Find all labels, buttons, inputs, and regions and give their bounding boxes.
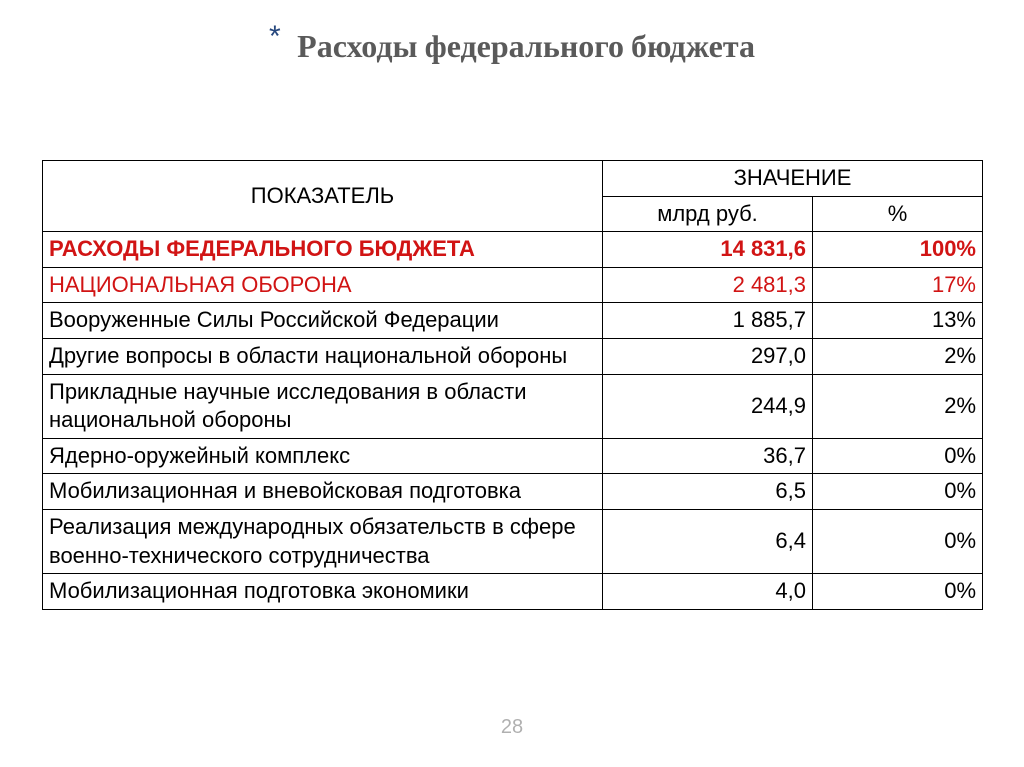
table-row: Мобилизационная подготовка экономики 4,0… — [43, 574, 983, 610]
table-row: Реализация международных обязательств в … — [43, 509, 983, 573]
cell-bln: 244,9 — [603, 374, 813, 438]
cell-bln: 297,0 — [603, 338, 813, 374]
cell-pct: 0% — [813, 574, 983, 610]
cell-label: Ядерно-оружейный комплекс — [43, 438, 603, 474]
cell-bln: 6,5 — [603, 474, 813, 510]
cell-label: Реализация международных обязательств в … — [43, 509, 603, 573]
cell-label: Другие вопросы в области национальной об… — [43, 338, 603, 374]
cell-label: НАЦИОНАЛЬНАЯ ОБОРОНА — [43, 267, 603, 303]
cell-bln: 1 885,7 — [603, 303, 813, 339]
header-bln: млрд руб. — [603, 196, 813, 232]
cell-pct: 0% — [813, 509, 983, 573]
cell-bln: 36,7 — [603, 438, 813, 474]
table-row: Ядерно-оружейный комплекс 36,7 0% — [43, 438, 983, 474]
table-row: Вооруженные Силы Российской Федерации 1 … — [43, 303, 983, 339]
slide: * Расходы федерального бюджета ПОКАЗАТЕЛ… — [0, 0, 1024, 767]
cell-pct: 2% — [813, 374, 983, 438]
header-row-1: ПОКАЗАТЕЛЬ ЗНАЧЕНИЕ — [43, 161, 983, 197]
cell-bln: 4,0 — [603, 574, 813, 610]
table-row: Другие вопросы в области национальной об… — [43, 338, 983, 374]
cell-pct: 2% — [813, 338, 983, 374]
table-row: НАЦИОНАЛЬНАЯ ОБОРОНА 2 481,3 17% — [43, 267, 983, 303]
cell-pct: 0% — [813, 438, 983, 474]
cell-label: Прикладные научные исследования в област… — [43, 374, 603, 438]
bullet-icon: * — [269, 22, 281, 52]
header-indicator: ПОКАЗАТЕЛЬ — [43, 161, 603, 232]
page-title: Расходы федерального бюджета — [297, 28, 755, 65]
cell-label: Вооруженные Силы Российской Федерации — [43, 303, 603, 339]
header-pct: % — [813, 196, 983, 232]
table-row: Мобилизационная и вневойсковая подготовк… — [43, 474, 983, 510]
title-block: * Расходы федерального бюджета — [0, 28, 1024, 65]
cell-label: РАСХОДЫ ФЕДЕРАЛЬНОГО БЮДЖЕТА — [43, 232, 603, 268]
page-number: 28 — [0, 716, 1024, 739]
table-body: ПОКАЗАТЕЛЬ ЗНАЧЕНИЕ млрд руб. % РАСХОДЫ … — [43, 161, 983, 610]
cell-bln: 6,4 — [603, 509, 813, 573]
cell-pct: 17% — [813, 267, 983, 303]
cell-pct: 0% — [813, 474, 983, 510]
budget-table-wrap: ПОКАЗАТЕЛЬ ЗНАЧЕНИЕ млрд руб. % РАСХОДЫ … — [42, 160, 982, 610]
table-row: Прикладные научные исследования в област… — [43, 374, 983, 438]
table-row: РАСХОДЫ ФЕДЕРАЛЬНОГО БЮДЖЕТА 14 831,6 10… — [43, 232, 983, 268]
header-value-group: ЗНАЧЕНИЕ — [603, 161, 983, 197]
budget-table: ПОКАЗАТЕЛЬ ЗНАЧЕНИЕ млрд руб. % РАСХОДЫ … — [42, 160, 983, 610]
cell-pct: 100% — [813, 232, 983, 268]
cell-bln: 2 481,3 — [603, 267, 813, 303]
cell-bln: 14 831,6 — [603, 232, 813, 268]
cell-pct: 13% — [813, 303, 983, 339]
cell-label: Мобилизационная подготовка экономики — [43, 574, 603, 610]
cell-label: Мобилизационная и вневойсковая подготовк… — [43, 474, 603, 510]
